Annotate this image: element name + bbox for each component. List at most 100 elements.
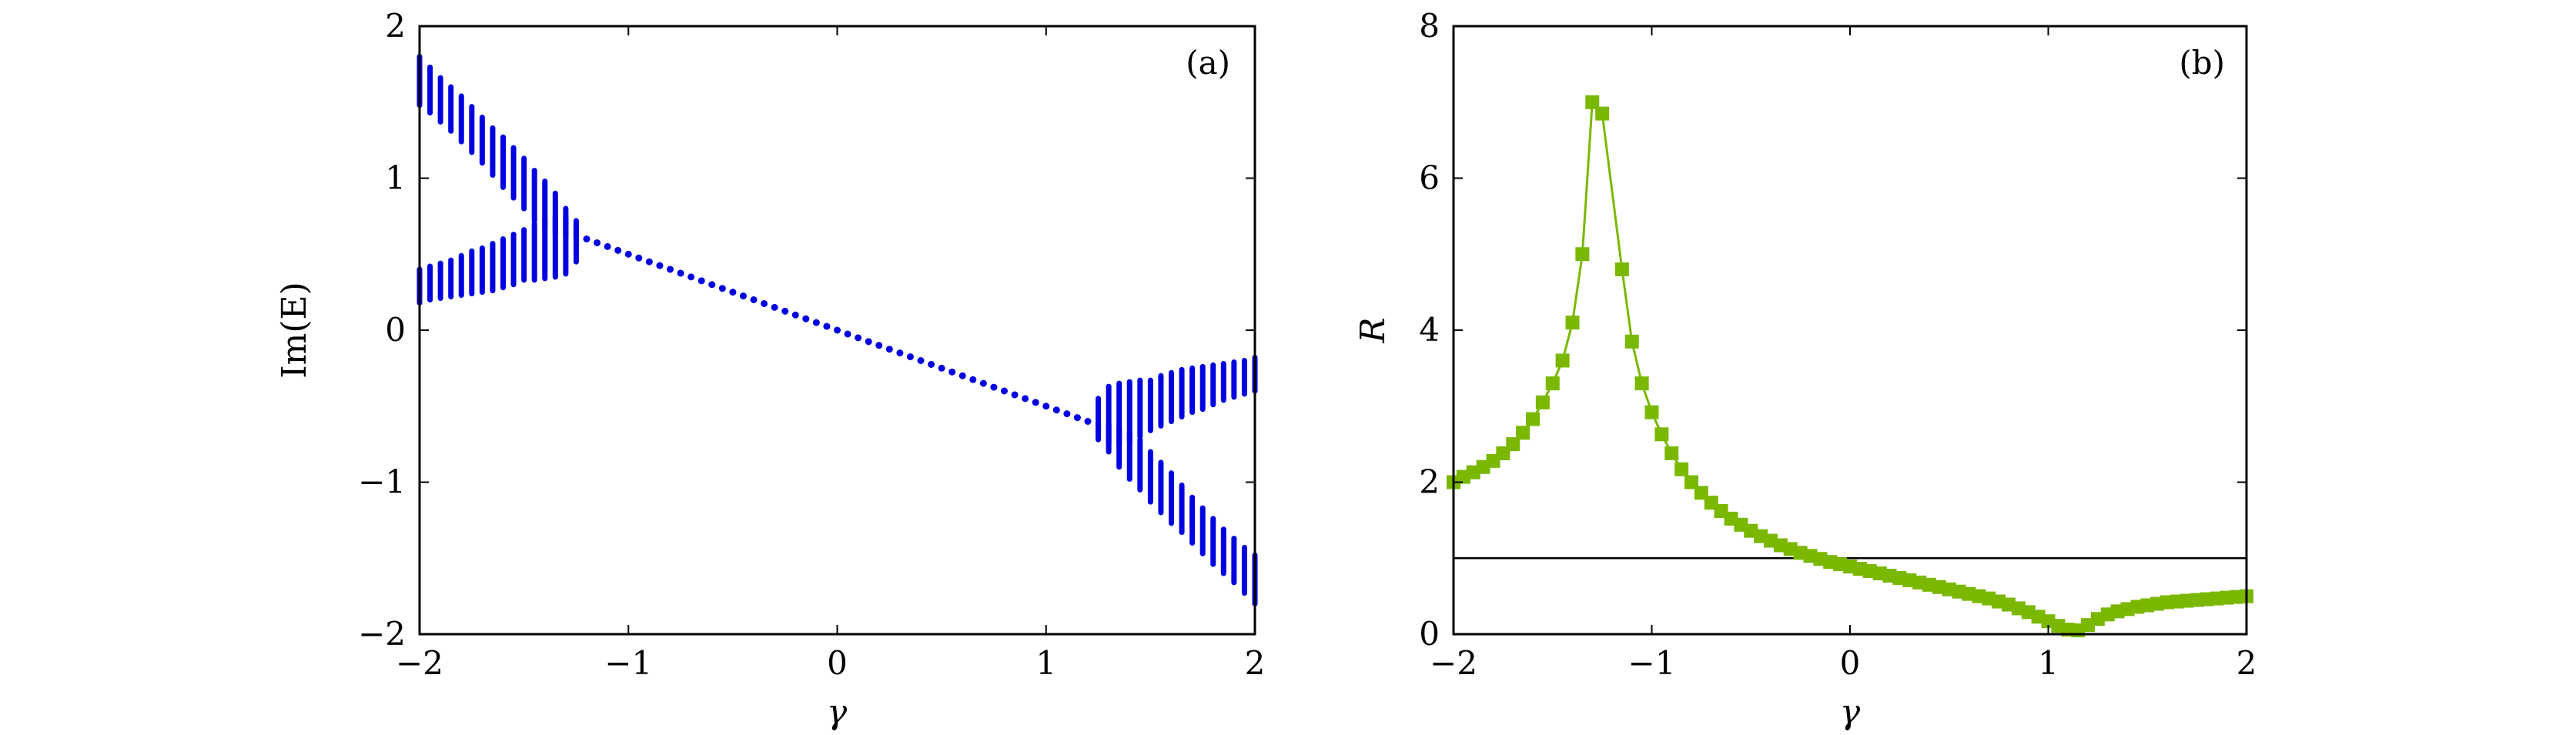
data-point (1684, 475, 1698, 489)
x-tick-label: 0 (1840, 644, 1861, 682)
panel-a-marks (417, 54, 1258, 606)
data-point (1032, 399, 1039, 406)
data-point (729, 289, 737, 296)
panel-b-label: (b) (2179, 44, 2225, 82)
data-point (1011, 391, 1019, 399)
data-point (1535, 395, 1550, 409)
data-point (687, 273, 695, 281)
data-point (1595, 106, 1610, 121)
data-point (917, 357, 925, 364)
y-tick-label: −1 (358, 463, 406, 501)
x-tick-label: 2 (1245, 644, 1266, 682)
data-point (677, 269, 684, 277)
data-point (1585, 95, 1600, 109)
data-point (718, 285, 726, 292)
data-point (1545, 376, 1560, 391)
data-point (656, 262, 664, 269)
data-point (624, 250, 632, 258)
data-point (1073, 414, 1081, 422)
panel-b-marks (1447, 95, 2253, 638)
x-tick-label: −2 (1430, 644, 1477, 682)
x-tick-label: 1 (1035, 644, 1056, 682)
data-point (698, 277, 705, 285)
panel-b: −2 −1 0 1 2 0 2 4 6 8 (b) γ R (1353, 7, 2257, 732)
data-point (604, 242, 611, 250)
panel-a: −2 −1 0 1 2 −2 −1 0 1 2 (a) γ Im(E) (275, 7, 1265, 732)
panel-b-y-axis-title: R (1353, 317, 1393, 343)
data-point (1624, 334, 1639, 349)
data-point (708, 281, 716, 289)
x-tick-label: −2 (396, 644, 443, 682)
data-point (885, 346, 893, 353)
y-tick-label: 4 (1419, 311, 1440, 349)
y-tick-label: 1 (385, 159, 406, 197)
data-point (948, 368, 956, 376)
data-point (750, 296, 758, 303)
data-point (791, 311, 799, 319)
data-point (1664, 446, 1679, 460)
y-tick-label: 0 (385, 311, 406, 349)
data-point (594, 239, 601, 246)
x-tick-label: −1 (604, 644, 652, 682)
data-point (583, 236, 590, 242)
data-point (969, 376, 977, 383)
panel-a-label: (a) (1186, 44, 1230, 82)
data-point (834, 326, 841, 334)
y-tick-label: 0 (1419, 615, 1440, 653)
data-point (667, 266, 674, 273)
data-point (1644, 405, 1659, 419)
y-tick-label: 2 (385, 7, 406, 45)
data-point (645, 258, 653, 266)
data-point (812, 319, 820, 326)
data-point (761, 299, 768, 307)
data-point (990, 383, 998, 391)
panel-b-frame (1452, 25, 2248, 636)
data-point (614, 246, 622, 254)
panel-b-ticks: −2 −1 0 1 2 0 2 4 6 8 (1419, 7, 2257, 682)
y-tick-label: −2 (358, 615, 406, 653)
panel-a-ticks: −2 −1 0 1 2 −2 −1 0 1 2 (358, 7, 1265, 682)
data-point (1674, 462, 1689, 476)
data-point (979, 379, 987, 387)
x-tick-label: 1 (2038, 644, 2059, 682)
data-point (802, 315, 810, 322)
y-tick-label: 6 (1419, 159, 1440, 197)
panel-a-x-axis-title: γ (827, 693, 848, 732)
x-tick-label: 2 (2236, 644, 2257, 682)
data-point (1575, 247, 1590, 262)
y-tick-label: 2 (1419, 463, 1440, 501)
panel-b-x-axis-title: γ (1840, 693, 1861, 732)
data-point (1654, 427, 1669, 442)
data-point (938, 364, 945, 372)
data-point (771, 303, 778, 311)
data-point (1506, 437, 1521, 452)
data-point (781, 307, 789, 315)
panel-a-y-axis-title: Im(E) (275, 282, 314, 379)
x-tick-label: 0 (827, 644, 848, 682)
data-point (865, 338, 872, 346)
data-point (1084, 418, 1092, 425)
data-point (1001, 387, 1008, 395)
data-point (1526, 412, 1540, 426)
data-point (1565, 316, 1580, 330)
data-point (844, 330, 851, 338)
data-point (896, 349, 904, 357)
series-line (1453, 99, 2247, 632)
data-point (1516, 426, 1531, 440)
data-point (928, 360, 935, 368)
data-point (1042, 403, 1050, 410)
data-point (958, 372, 966, 379)
data-point (855, 334, 862, 342)
data-point (635, 254, 643, 262)
data-point (1052, 406, 1060, 414)
data-point (1555, 353, 1570, 368)
data-point (875, 342, 883, 349)
y-tick-label: 8 (1419, 7, 1440, 45)
data-point (823, 322, 831, 330)
x-tick-label: −1 (1628, 644, 1676, 682)
data-point (1614, 262, 1629, 276)
data-point (1063, 410, 1071, 418)
data-point (906, 353, 914, 361)
data-point (739, 292, 747, 300)
